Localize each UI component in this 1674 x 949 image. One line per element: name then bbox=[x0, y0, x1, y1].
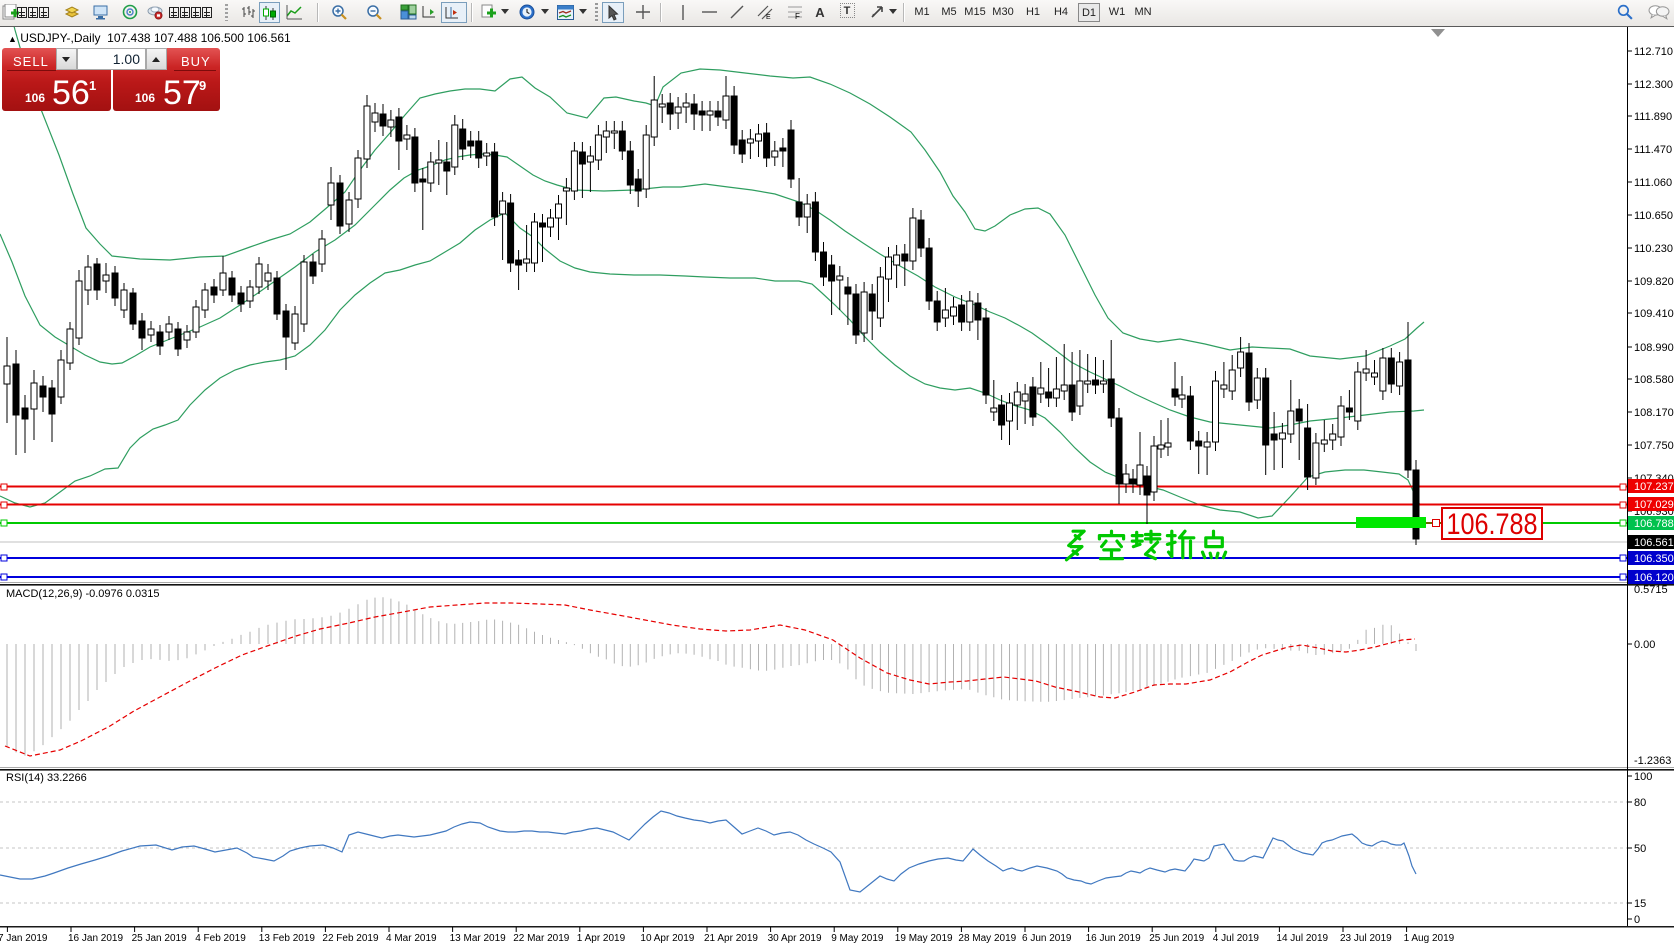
svg-text:112.300: 112.300 bbox=[1634, 79, 1673, 91]
svg-text:112.710: 112.710 bbox=[1634, 46, 1673, 58]
svg-text:-1.2363: -1.2363 bbox=[1634, 755, 1671, 767]
svg-text:109.820: 109.820 bbox=[1634, 276, 1674, 288]
svg-text:4 Feb 2019: 4 Feb 2019 bbox=[195, 933, 246, 944]
svg-text:111.470: 111.470 bbox=[1634, 144, 1672, 156]
svg-text:6 Jun 2019: 6 Jun 2019 bbox=[1022, 933, 1072, 944]
svg-text:19 May 2019: 19 May 2019 bbox=[895, 933, 953, 944]
svg-text:0: 0 bbox=[1634, 914, 1640, 926]
svg-text:25 Jun 2019: 25 Jun 2019 bbox=[1149, 933, 1204, 944]
svg-text:22 Mar 2019: 22 Mar 2019 bbox=[513, 933, 570, 944]
svg-text:23 Jul 2019: 23 Jul 2019 bbox=[1340, 933, 1392, 944]
svg-text:21 Apr 2019: 21 Apr 2019 bbox=[704, 933, 758, 944]
svg-text:100: 100 bbox=[1634, 771, 1652, 783]
svg-text:109.410: 109.410 bbox=[1634, 308, 1674, 320]
svg-text:25 Jan 2019: 25 Jan 2019 bbox=[132, 933, 187, 944]
svg-text:4 Mar 2019: 4 Mar 2019 bbox=[386, 933, 437, 944]
svg-text:106.788: 106.788 bbox=[1634, 518, 1674, 530]
svg-text:22 Feb 2019: 22 Feb 2019 bbox=[322, 933, 379, 944]
svg-text:4 Jul 2019: 4 Jul 2019 bbox=[1213, 933, 1260, 944]
svg-text:108.170: 108.170 bbox=[1634, 407, 1674, 419]
svg-text:107.029: 107.029 bbox=[1634, 499, 1674, 511]
svg-text:13 Feb 2019: 13 Feb 2019 bbox=[259, 933, 316, 944]
svg-text:16 Jun 2019: 16 Jun 2019 bbox=[1086, 933, 1141, 944]
svg-text:110.650: 110.650 bbox=[1634, 210, 1673, 222]
svg-text:30 Apr 2019: 30 Apr 2019 bbox=[768, 933, 822, 944]
svg-text:E: E bbox=[766, 14, 771, 21]
svg-text:10 Apr 2019: 10 Apr 2019 bbox=[640, 933, 694, 944]
svg-text:0.5715: 0.5715 bbox=[1634, 584, 1668, 596]
svg-text:111.890: 111.890 bbox=[1634, 111, 1672, 123]
svg-text:13 Mar 2019: 13 Mar 2019 bbox=[450, 933, 507, 944]
svg-text:9 May 2019: 9 May 2019 bbox=[831, 933, 884, 944]
svg-text:28 May 2019: 28 May 2019 bbox=[958, 933, 1016, 944]
svg-text:106.120: 106.120 bbox=[1634, 572, 1674, 584]
svg-text:111.060: 111.060 bbox=[1634, 177, 1672, 189]
svg-text:108.990: 108.990 bbox=[1634, 342, 1674, 354]
svg-text:110.230: 110.230 bbox=[1634, 243, 1673, 255]
svg-text:1 Aug 2019: 1 Aug 2019 bbox=[1404, 933, 1455, 944]
svg-text:106.788: 106.788 bbox=[1446, 507, 1537, 541]
svg-text:107.750: 107.750 bbox=[1634, 440, 1674, 452]
svg-text:0.00: 0.00 bbox=[1634, 639, 1655, 651]
svg-text:MACD(12,26,9) -0.0976 0.0315: MACD(12,26,9) -0.0976 0.0315 bbox=[6, 588, 159, 600]
svg-text:106.350: 106.350 bbox=[1634, 553, 1674, 565]
svg-text:RSI(14) 33.2266: RSI(14) 33.2266 bbox=[6, 772, 87, 784]
svg-text:16 Jan 2019: 16 Jan 2019 bbox=[68, 933, 123, 944]
svg-text:14 Jul 2019: 14 Jul 2019 bbox=[1276, 933, 1328, 944]
svg-text:50: 50 bbox=[1634, 843, 1646, 855]
svg-text:106.561: 106.561 bbox=[1634, 537, 1674, 549]
svg-text:15: 15 bbox=[1634, 898, 1646, 910]
svg-text:107.237: 107.237 bbox=[1634, 481, 1674, 493]
svg-text:108.580: 108.580 bbox=[1634, 374, 1674, 386]
svg-text:1 Apr 2019: 1 Apr 2019 bbox=[577, 933, 626, 944]
svg-text:7 Jan 2019: 7 Jan 2019 bbox=[0, 933, 48, 944]
svg-text:80: 80 bbox=[1634, 797, 1646, 809]
svg-text:F: F bbox=[795, 12, 800, 21]
